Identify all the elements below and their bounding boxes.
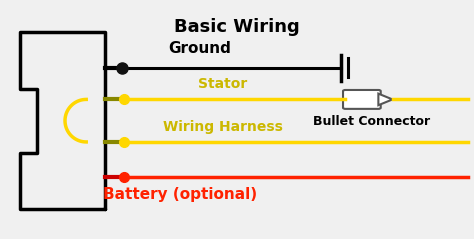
FancyBboxPatch shape [343,90,381,109]
Text: Bullet Connector: Bullet Connector [313,115,430,128]
Text: Ground: Ground [168,41,231,56]
Polygon shape [378,94,392,105]
Text: Stator: Stator [198,77,247,91]
Text: Battery (optional): Battery (optional) [103,187,257,202]
Text: Wiring Harness: Wiring Harness [163,120,283,134]
Text: Basic Wiring: Basic Wiring [174,18,300,36]
